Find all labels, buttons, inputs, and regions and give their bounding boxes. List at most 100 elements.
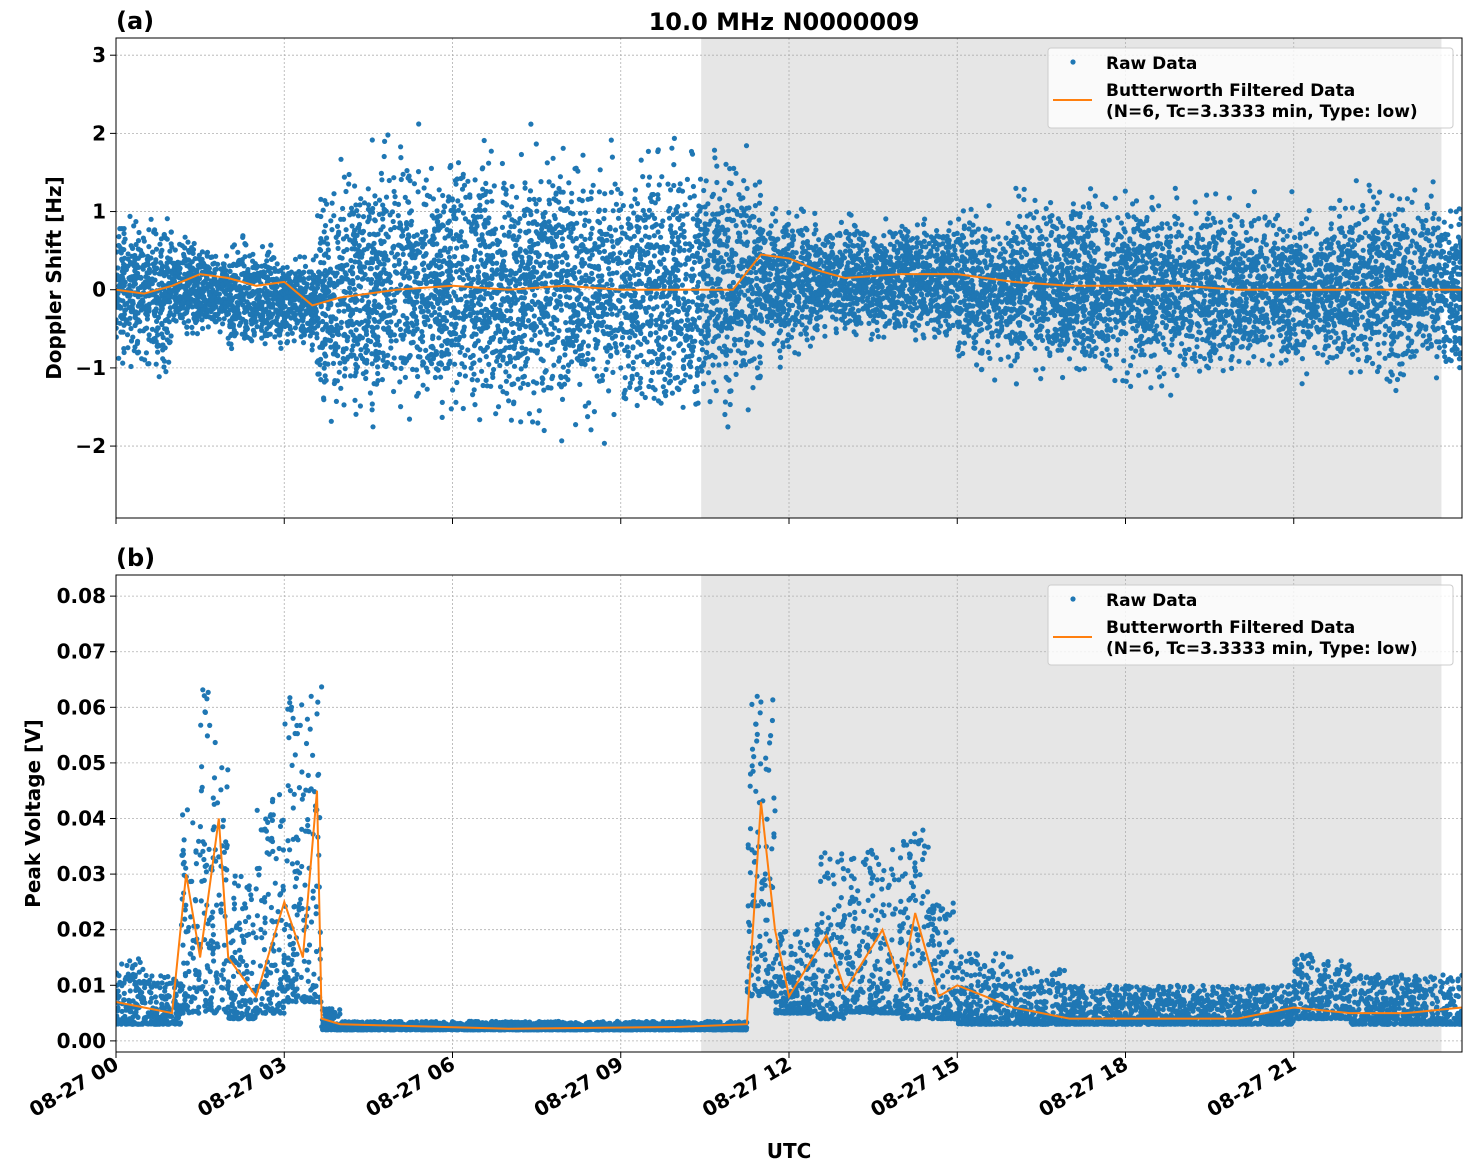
raw-data-point [137, 319, 143, 325]
raw-data-point [441, 247, 447, 253]
raw-data-point [459, 244, 465, 250]
raw-data-point [201, 297, 207, 303]
raw-data-point [152, 227, 158, 233]
raw-data-point [405, 175, 411, 181]
raw-data-point [290, 297, 296, 303]
raw-data-point [315, 323, 321, 329]
raw-data-point [542, 209, 548, 216]
raw-data-point [330, 360, 337, 366]
raw-data-point [284, 339, 291, 345]
raw-data-point [254, 276, 260, 282]
raw-data-point [349, 223, 355, 229]
raw-data-point [725, 235, 731, 241]
raw-data-point [453, 232, 459, 238]
raw-data-point [683, 372, 689, 378]
raw-data-point [422, 228, 429, 234]
raw-data-point [200, 307, 206, 313]
raw-data-point [513, 256, 519, 262]
raw-data-point [447, 297, 454, 304]
raw-data-point [531, 321, 537, 327]
raw-data-point [522, 363, 529, 369]
raw-data-point [501, 232, 507, 238]
raw-data-point [501, 180, 507, 186]
raw-data-point [416, 281, 422, 287]
raw-data-point [607, 224, 613, 230]
raw-data-point [654, 304, 660, 310]
raw-data-point [228, 319, 234, 325]
raw-data-point [627, 335, 633, 341]
raw-data-point [406, 416, 413, 422]
raw-data-point [474, 223, 480, 229]
raw-data-point [158, 260, 164, 266]
raw-data-point [454, 245, 460, 251]
raw-data-point [325, 247, 331, 253]
raw-data-point [443, 288, 449, 294]
raw-data-point [315, 315, 321, 321]
raw-data-point [594, 298, 601, 304]
raw-data-point [198, 302, 204, 308]
raw-data-point [492, 301, 498, 308]
raw-data-point [699, 340, 705, 346]
raw-data-point [166, 359, 172, 365]
raw-data-point [761, 239, 767, 246]
raw-data-point [534, 208, 540, 214]
raw-data-point [607, 324, 613, 330]
raw-data-point [267, 331, 273, 337]
raw-data-point [542, 369, 548, 375]
raw-data-point [709, 280, 715, 286]
raw-data-point [300, 340, 307, 346]
raw-data-point [348, 205, 355, 211]
raw-data-point [462, 373, 468, 379]
raw-data-point [534, 380, 540, 386]
raw-data-point [623, 311, 630, 317]
raw-data-point [609, 311, 615, 317]
raw-data-point [395, 213, 401, 219]
raw-data-point [373, 232, 379, 238]
raw-data-point [240, 297, 246, 303]
raw-data-point [522, 185, 528, 191]
raw-data-point [338, 385, 344, 391]
raw-data-point [348, 353, 355, 359]
raw-data-point [325, 328, 331, 334]
raw-data-point [676, 188, 682, 194]
raw-data-point [723, 251, 730, 257]
raw-data-point [710, 211, 716, 217]
raw-data-point [278, 289, 284, 295]
raw-data-point [430, 335, 436, 342]
raw-data-point [719, 290, 725, 296]
raw-data-point [443, 350, 449, 356]
raw-data-point [597, 322, 603, 328]
raw-data-point [406, 268, 412, 274]
raw-data-point [378, 240, 384, 247]
raw-data-point [549, 279, 555, 285]
raw-data-point [461, 182, 468, 188]
raw-data-point [451, 331, 457, 337]
raw-data-point [146, 244, 152, 250]
raw-data-point [341, 288, 347, 295]
raw-data-point [385, 132, 391, 138]
raw-data-point [414, 232, 420, 238]
raw-data-point [553, 197, 559, 203]
raw-data-point [219, 281, 225, 287]
raw-data-point [344, 233, 350, 239]
raw-data-point [638, 352, 644, 358]
raw-data-point [489, 228, 496, 234]
raw-data-point [391, 292, 397, 298]
raw-data-point [503, 378, 509, 384]
raw-data-point [696, 356, 702, 362]
raw-data-point [655, 229, 661, 235]
raw-data-point [199, 317, 205, 323]
raw-data-point [465, 178, 471, 184]
raw-data-point [278, 345, 284, 351]
raw-data-point [534, 348, 541, 354]
raw-data-point [624, 344, 630, 350]
raw-data-point [689, 278, 695, 284]
raw-data-point [697, 176, 704, 182]
raw-data-point [551, 213, 557, 219]
raw-data-point [508, 344, 514, 350]
raw-data-point [391, 175, 397, 181]
raw-data-point [352, 246, 358, 252]
raw-data-point [660, 384, 666, 390]
raw-data-point [344, 356, 350, 362]
